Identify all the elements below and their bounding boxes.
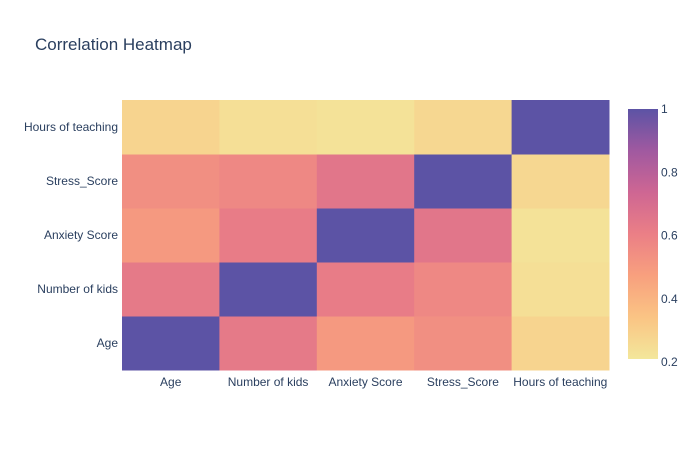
x-tick-label: Hours of teaching — [513, 375, 607, 389]
heatmap-cell — [511, 262, 610, 317]
heatmap-cell — [219, 262, 318, 317]
heatmap-cell — [511, 154, 610, 209]
heatmap-cell — [122, 208, 220, 263]
heatmap-cell — [122, 100, 220, 155]
y-tick-label: Number of kids — [37, 282, 118, 296]
heatmap-cell — [316, 154, 415, 209]
heatmap-cell — [316, 262, 415, 317]
colorbar-tick-label: 0.2 — [661, 355, 678, 369]
heatmap-cell — [414, 316, 513, 371]
heatmap-cell — [414, 154, 513, 209]
colorbar-gradient — [628, 109, 658, 359]
heatmap-cells — [122, 100, 610, 371]
heatmap-cell — [122, 262, 220, 317]
y-tick-label: Stress_Score — [46, 174, 118, 188]
heatmap-cell — [316, 316, 415, 371]
x-tick-label: Stress_Score — [427, 375, 499, 389]
heatmap-cell — [316, 208, 415, 263]
heatmap-cell — [414, 208, 513, 263]
colorbar-tick-label: 0.4 — [661, 292, 678, 306]
heatmap-cell — [511, 208, 610, 263]
colorbar-tick-label: 0.8 — [661, 165, 678, 179]
heatmap-cell — [122, 154, 220, 209]
x-tick-label: Age — [160, 375, 182, 389]
x-tick-label: Anxiety Score — [328, 375, 402, 389]
heatmap-cell — [511, 100, 610, 155]
x-axis-ticks: Age Number of kids Anxiety Score Stress_Sco… — [160, 375, 607, 389]
heatmap-cell — [414, 262, 513, 317]
y-tick-label: Anxiety Score — [44, 228, 118, 242]
colorbar-tick-label: 1 — [661, 102, 668, 116]
heatmap-cell — [414, 100, 513, 155]
x-tick-label: Number of kids — [228, 375, 309, 389]
heatmap-cell — [219, 316, 318, 371]
heatmap-cell — [122, 316, 220, 371]
heatmap-cell — [219, 208, 318, 263]
colorbar: 0.2 0.4 0.6 0.8 1 — [628, 102, 678, 369]
chart-title: Correlation Heatmap — [35, 35, 192, 54]
heatmap-cell — [511, 316, 610, 371]
heatmap-cell — [219, 100, 318, 155]
y-tick-label: Hours of teaching — [24, 120, 118, 134]
colorbar-tick-label: 0.6 — [661, 229, 678, 243]
y-tick-label: Age — [97, 336, 119, 350]
heatmap-cell — [316, 100, 415, 155]
y-axis-ticks: Age Number of kids Anxiety Score Stress_Sco… — [24, 120, 118, 350]
heatmap-cell — [219, 154, 318, 209]
